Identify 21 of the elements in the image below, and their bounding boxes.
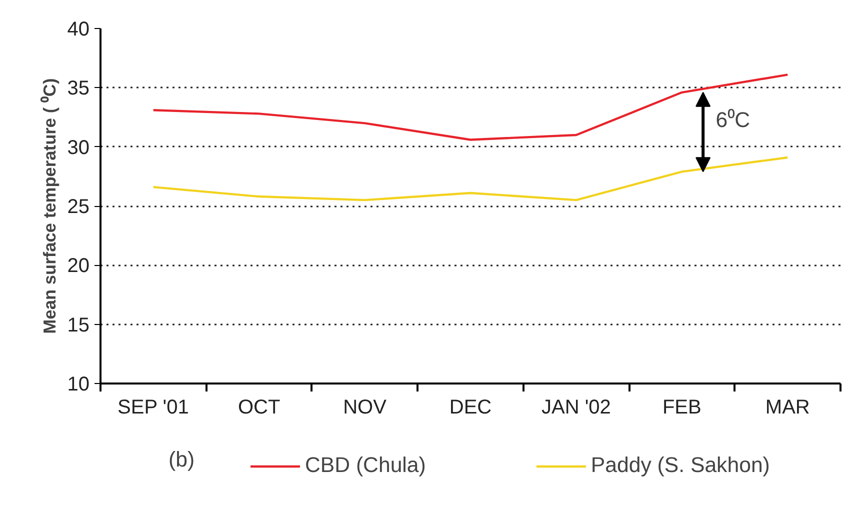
x-tick-label: SEP '01	[118, 396, 189, 418]
line-series	[152, 74, 789, 141]
y-tick-label: 40	[67, 18, 90, 40]
y-tick-label: 25	[67, 196, 90, 218]
x-tick-label: OCT	[238, 396, 280, 418]
y-tick-label: 15	[67, 314, 90, 336]
text: (b)	[168, 448, 195, 472]
x-tick-label: DEC	[449, 396, 492, 418]
legend-label: CBD (Chula)	[305, 453, 426, 478]
y-tick-label: 20	[67, 255, 90, 278]
annotation: 6⁰C	[716, 108, 750, 132]
x-tick-label: FEB	[662, 396, 702, 418]
x-tick-label: NOV	[343, 396, 388, 418]
y-tick-label: 10	[67, 374, 90, 396]
y-tick-label: 30	[67, 136, 90, 159]
legend-label: Paddy (S. Sakhon)	[590, 453, 770, 478]
x-tick-label: MAR	[765, 396, 810, 418]
x-tick-label: JAN '02	[542, 396, 611, 418]
line-series	[152, 156, 789, 202]
y-axis-title: Mean surface temperature ( ⁰C)	[39, 78, 60, 334]
y-tick-label: 35	[67, 78, 90, 100]
